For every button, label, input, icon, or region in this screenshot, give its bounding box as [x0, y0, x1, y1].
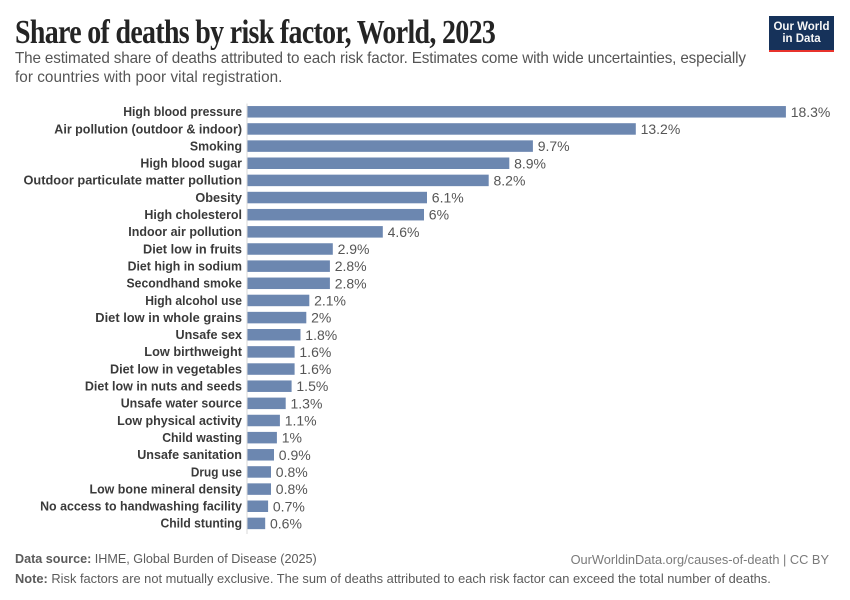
svg-text:Diet low in fruits: Diet low in fruits [143, 242, 242, 256]
svg-text:8.9%: 8.9% [514, 155, 546, 171]
svg-text:8.2%: 8.2% [494, 172, 526, 188]
svg-text:2.1%: 2.1% [314, 292, 346, 308]
svg-text:Unsafe sex: Unsafe sex [176, 328, 243, 342]
svg-text:Unsafe sanitation: Unsafe sanitation [137, 448, 242, 462]
svg-text:Obesity: Obesity [195, 191, 242, 205]
svg-text:Drug use: Drug use [191, 465, 242, 479]
svg-text:9.7%: 9.7% [538, 138, 570, 154]
svg-text:6.1%: 6.1% [432, 190, 464, 206]
svg-text:Diet low in vegetables: Diet low in vegetables [110, 362, 242, 376]
svg-text:0.8%: 0.8% [276, 481, 308, 497]
svg-text:0.8%: 0.8% [276, 464, 308, 480]
svg-text:Diet low in nuts and seeds: Diet low in nuts and seeds [85, 380, 242, 394]
svg-text:Low birthweight: Low birthweight [144, 345, 243, 359]
svg-text:2%: 2% [311, 310, 331, 326]
svg-text:2.9%: 2.9% [338, 241, 370, 257]
svg-text:Indoor air pollution: Indoor air pollution [128, 225, 242, 239]
svg-text:Secondhand smoke: Secondhand smoke [127, 277, 243, 291]
svg-text:High alcohol use: High alcohol use [145, 294, 242, 308]
svg-text:High blood sugar: High blood sugar [140, 157, 242, 171]
svg-text:2.8%: 2.8% [335, 258, 367, 274]
svg-text:1.6%: 1.6% [299, 361, 331, 377]
svg-text:4.6%: 4.6% [388, 224, 420, 240]
svg-text:0.6%: 0.6% [270, 515, 302, 531]
svg-text:Smoking: Smoking [190, 139, 242, 153]
svg-text:High cholesterol: High cholesterol [144, 208, 242, 222]
svg-text:1%: 1% [282, 430, 302, 446]
svg-text:Air pollution (outdoor & indoo: Air pollution (outdoor & indoor) [54, 122, 242, 136]
svg-text:1.8%: 1.8% [305, 327, 337, 343]
svg-text:Low bone mineral density: Low bone mineral density [90, 482, 243, 496]
svg-text:0.7%: 0.7% [273, 498, 305, 514]
svg-text:18.3%: 18.3% [791, 104, 831, 120]
svg-text:High blood pressure: High blood pressure [123, 105, 242, 119]
svg-text:Unsafe water source: Unsafe water source [121, 397, 242, 411]
svg-text:13.2%: 13.2% [641, 121, 681, 137]
svg-text:Outdoor particulate matter pol: Outdoor particulate matter pollution [24, 174, 243, 188]
svg-text:Diet low in whole grains: Diet low in whole grains [95, 311, 242, 325]
svg-text:1.3%: 1.3% [291, 395, 323, 411]
svg-text:6%: 6% [429, 207, 449, 223]
svg-text:Child stunting: Child stunting [161, 517, 243, 531]
svg-text:Child wasting: Child wasting [162, 431, 242, 445]
svg-text:Diet high in sodium: Diet high in sodium [128, 259, 242, 273]
svg-text:1.1%: 1.1% [285, 413, 317, 429]
svg-text:1.6%: 1.6% [299, 344, 331, 360]
svg-text:1.5%: 1.5% [296, 378, 328, 394]
svg-text:0.9%: 0.9% [279, 447, 311, 463]
svg-text:2.8%: 2.8% [335, 275, 367, 291]
svg-text:Low physical activity: Low physical activity [117, 414, 242, 428]
svg-text:No access to handwashing facil: No access to handwashing facility [40, 500, 242, 514]
